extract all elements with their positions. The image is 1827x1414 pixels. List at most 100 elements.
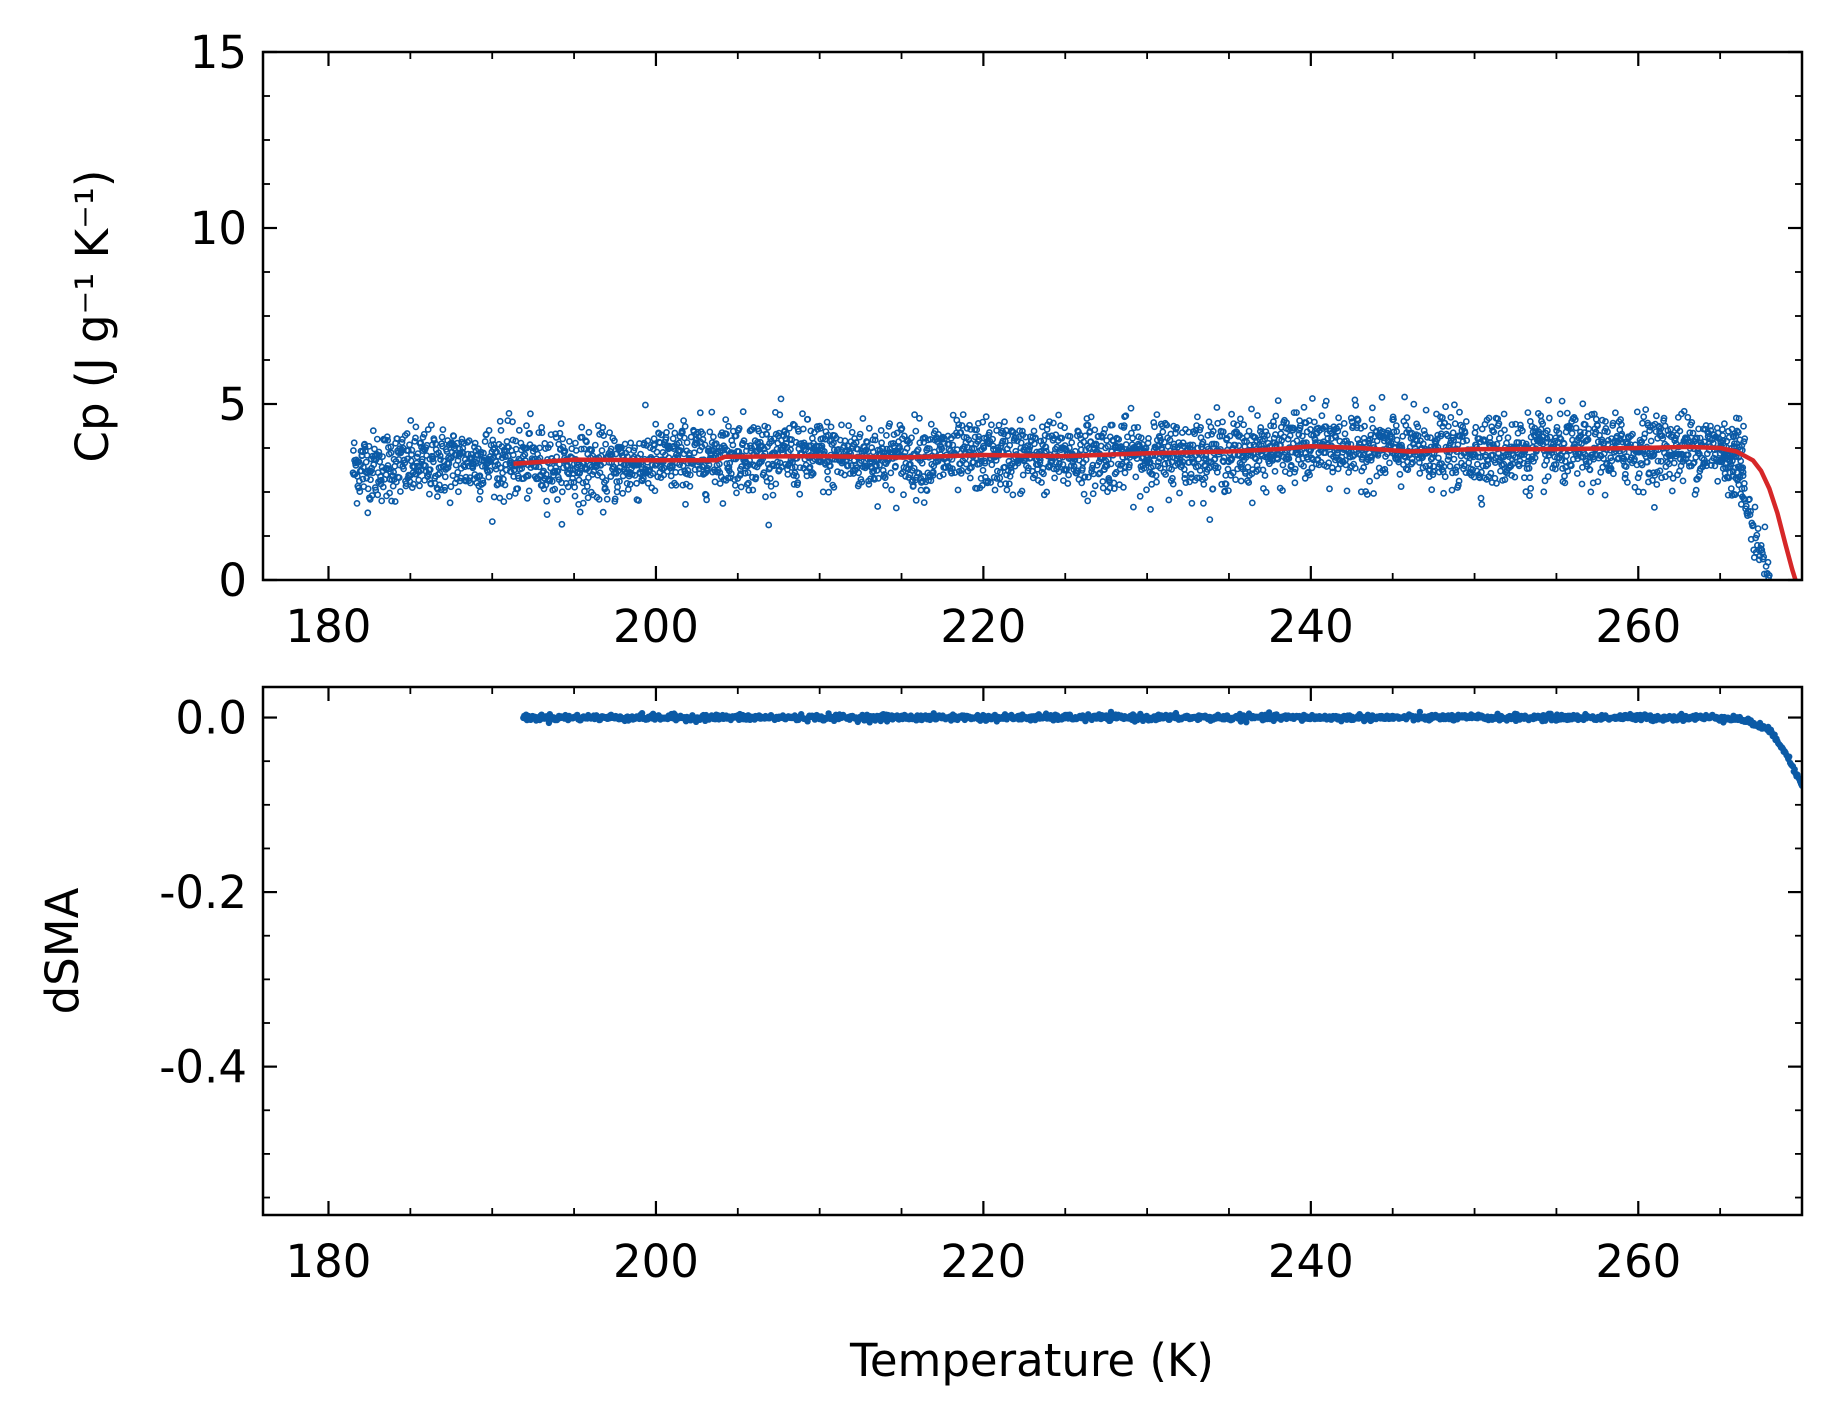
cp-scatter-point xyxy=(472,459,480,467)
cp-scatter-point xyxy=(1237,415,1244,423)
cp-scatter-point xyxy=(362,458,370,466)
cp-scatter-point xyxy=(973,485,981,492)
cp-scatter-point xyxy=(1245,479,1253,486)
cp-scatter-point xyxy=(1220,454,1228,461)
cp-scatter-point xyxy=(1727,460,1735,467)
cp-scatter-point xyxy=(1526,492,1533,499)
cp-scatter-point xyxy=(825,488,833,496)
cp-scatter-point xyxy=(1006,441,1014,449)
cp-scatter-point xyxy=(1199,438,1207,446)
cp-scatter-point xyxy=(1200,480,1208,488)
cp-scatter-point xyxy=(1689,429,1697,437)
cp-scatter-point xyxy=(591,441,599,449)
cp-scatter-point xyxy=(1336,423,1343,431)
cp-scatter-point xyxy=(1668,487,1676,495)
cp-scatter-point xyxy=(865,424,873,432)
cp-scatter-point xyxy=(672,481,680,489)
cp-scatter-point xyxy=(1121,469,1129,477)
cp-scatter-point xyxy=(1563,409,1571,417)
cp-scatter-point xyxy=(1001,437,1009,445)
cp-scatter-point xyxy=(1759,549,1766,557)
cp-scatter-point xyxy=(1286,432,1294,439)
cp-scatter-point xyxy=(871,432,879,440)
cp-scatter-point xyxy=(830,483,838,491)
cp-scatter-point xyxy=(1684,435,1691,442)
cp-scatter-point xyxy=(863,438,871,446)
cp-scatter-point xyxy=(1381,469,1389,477)
cp-scatter-point xyxy=(1709,439,1717,447)
cp-scatter-point xyxy=(514,485,522,492)
cp-scatter-point xyxy=(1018,487,1026,495)
cp-scatter-point xyxy=(1235,442,1243,450)
cp-scatter-point xyxy=(593,462,601,470)
cp-scatter-point xyxy=(450,432,458,440)
cp-scatter-point xyxy=(1274,397,1282,404)
cp-scatter-point xyxy=(1739,468,1747,476)
cp-scatter-point xyxy=(1642,406,1650,413)
cp-scatter-point xyxy=(425,490,433,498)
cp-scatter-point xyxy=(769,491,777,499)
cp-scatter-point xyxy=(1577,428,1584,436)
cp-scatter-point xyxy=(1233,421,1241,429)
cp-scatter-point xyxy=(1003,486,1011,494)
cp-scatter-point xyxy=(881,474,889,482)
cp-scatter-point xyxy=(1036,459,1044,467)
cp-scatter-point xyxy=(1293,409,1300,416)
cp-scatter-point xyxy=(1414,432,1422,439)
cp-scatter-point xyxy=(1087,413,1095,421)
cp-scatter-point xyxy=(845,422,852,430)
cp-scatter-point xyxy=(1561,472,1568,480)
cp-scatter-point xyxy=(1019,471,1027,479)
cp-scatter-point xyxy=(1393,436,1401,444)
cp-scatter-point xyxy=(412,423,420,431)
cp-scatter-point xyxy=(939,471,947,478)
cp-scatter-point xyxy=(1204,431,1212,439)
cp-scatter-point xyxy=(893,429,901,437)
cp-scatter-point xyxy=(1272,431,1279,438)
cp-scatter-point xyxy=(1402,421,1410,429)
cp-scatter-point xyxy=(454,488,462,496)
cp-scatter-point xyxy=(1624,478,1631,486)
cp-scatter-point xyxy=(359,475,367,483)
cp-scatter-point xyxy=(1653,412,1660,420)
cp-scatter-point xyxy=(723,430,730,438)
cp-scatter-point xyxy=(449,472,457,479)
cp-scatter-point xyxy=(1187,470,1195,478)
cp-scatter-point xyxy=(1440,489,1447,497)
cp-scatter-point xyxy=(432,440,440,448)
cp-scatter-point xyxy=(1329,468,1337,476)
cp-scatter-point xyxy=(1078,479,1086,487)
cp-scatter-point xyxy=(1643,458,1651,466)
cp-scatter-point xyxy=(1147,505,1154,513)
cp-scatter-point xyxy=(856,433,863,441)
cp-scatter-point xyxy=(1508,421,1516,428)
cp-scatter-point xyxy=(1261,472,1269,479)
cp-scatter-point xyxy=(669,463,676,471)
cp-scatter-point xyxy=(1739,472,1747,480)
cp-scatter-point xyxy=(731,481,739,489)
cp-scatter-point xyxy=(1061,424,1068,432)
cp-scatter-point xyxy=(1089,490,1097,498)
cp-scatter-point xyxy=(1676,427,1684,435)
cp-scatter-point xyxy=(876,461,883,469)
cp-scatter-point xyxy=(957,429,965,436)
cp-scatter-point xyxy=(395,474,403,481)
cp-scatter-point xyxy=(735,424,743,432)
cp-scatter-point xyxy=(887,469,895,477)
cp-scatter-point xyxy=(644,437,652,445)
cp-scatter-point xyxy=(677,443,685,451)
cp-scatter-point xyxy=(374,491,382,499)
cp-scatter-point xyxy=(1016,416,1024,424)
dsma-point xyxy=(1416,708,1424,716)
cp-scatter-point xyxy=(486,467,494,474)
cp-scatter-point xyxy=(1688,418,1696,426)
cp-scatter-point xyxy=(988,421,995,429)
cp-scatter-point xyxy=(1149,470,1156,478)
cp-scatter-point xyxy=(446,499,454,507)
cp-scatter-point xyxy=(1734,428,1742,436)
cp-scatter-point xyxy=(954,486,962,494)
cp-scatter-point xyxy=(900,491,907,499)
cp-scatter-point xyxy=(426,466,434,474)
cp-scatter-point xyxy=(1084,497,1092,505)
cp-scatter-point xyxy=(949,441,957,449)
